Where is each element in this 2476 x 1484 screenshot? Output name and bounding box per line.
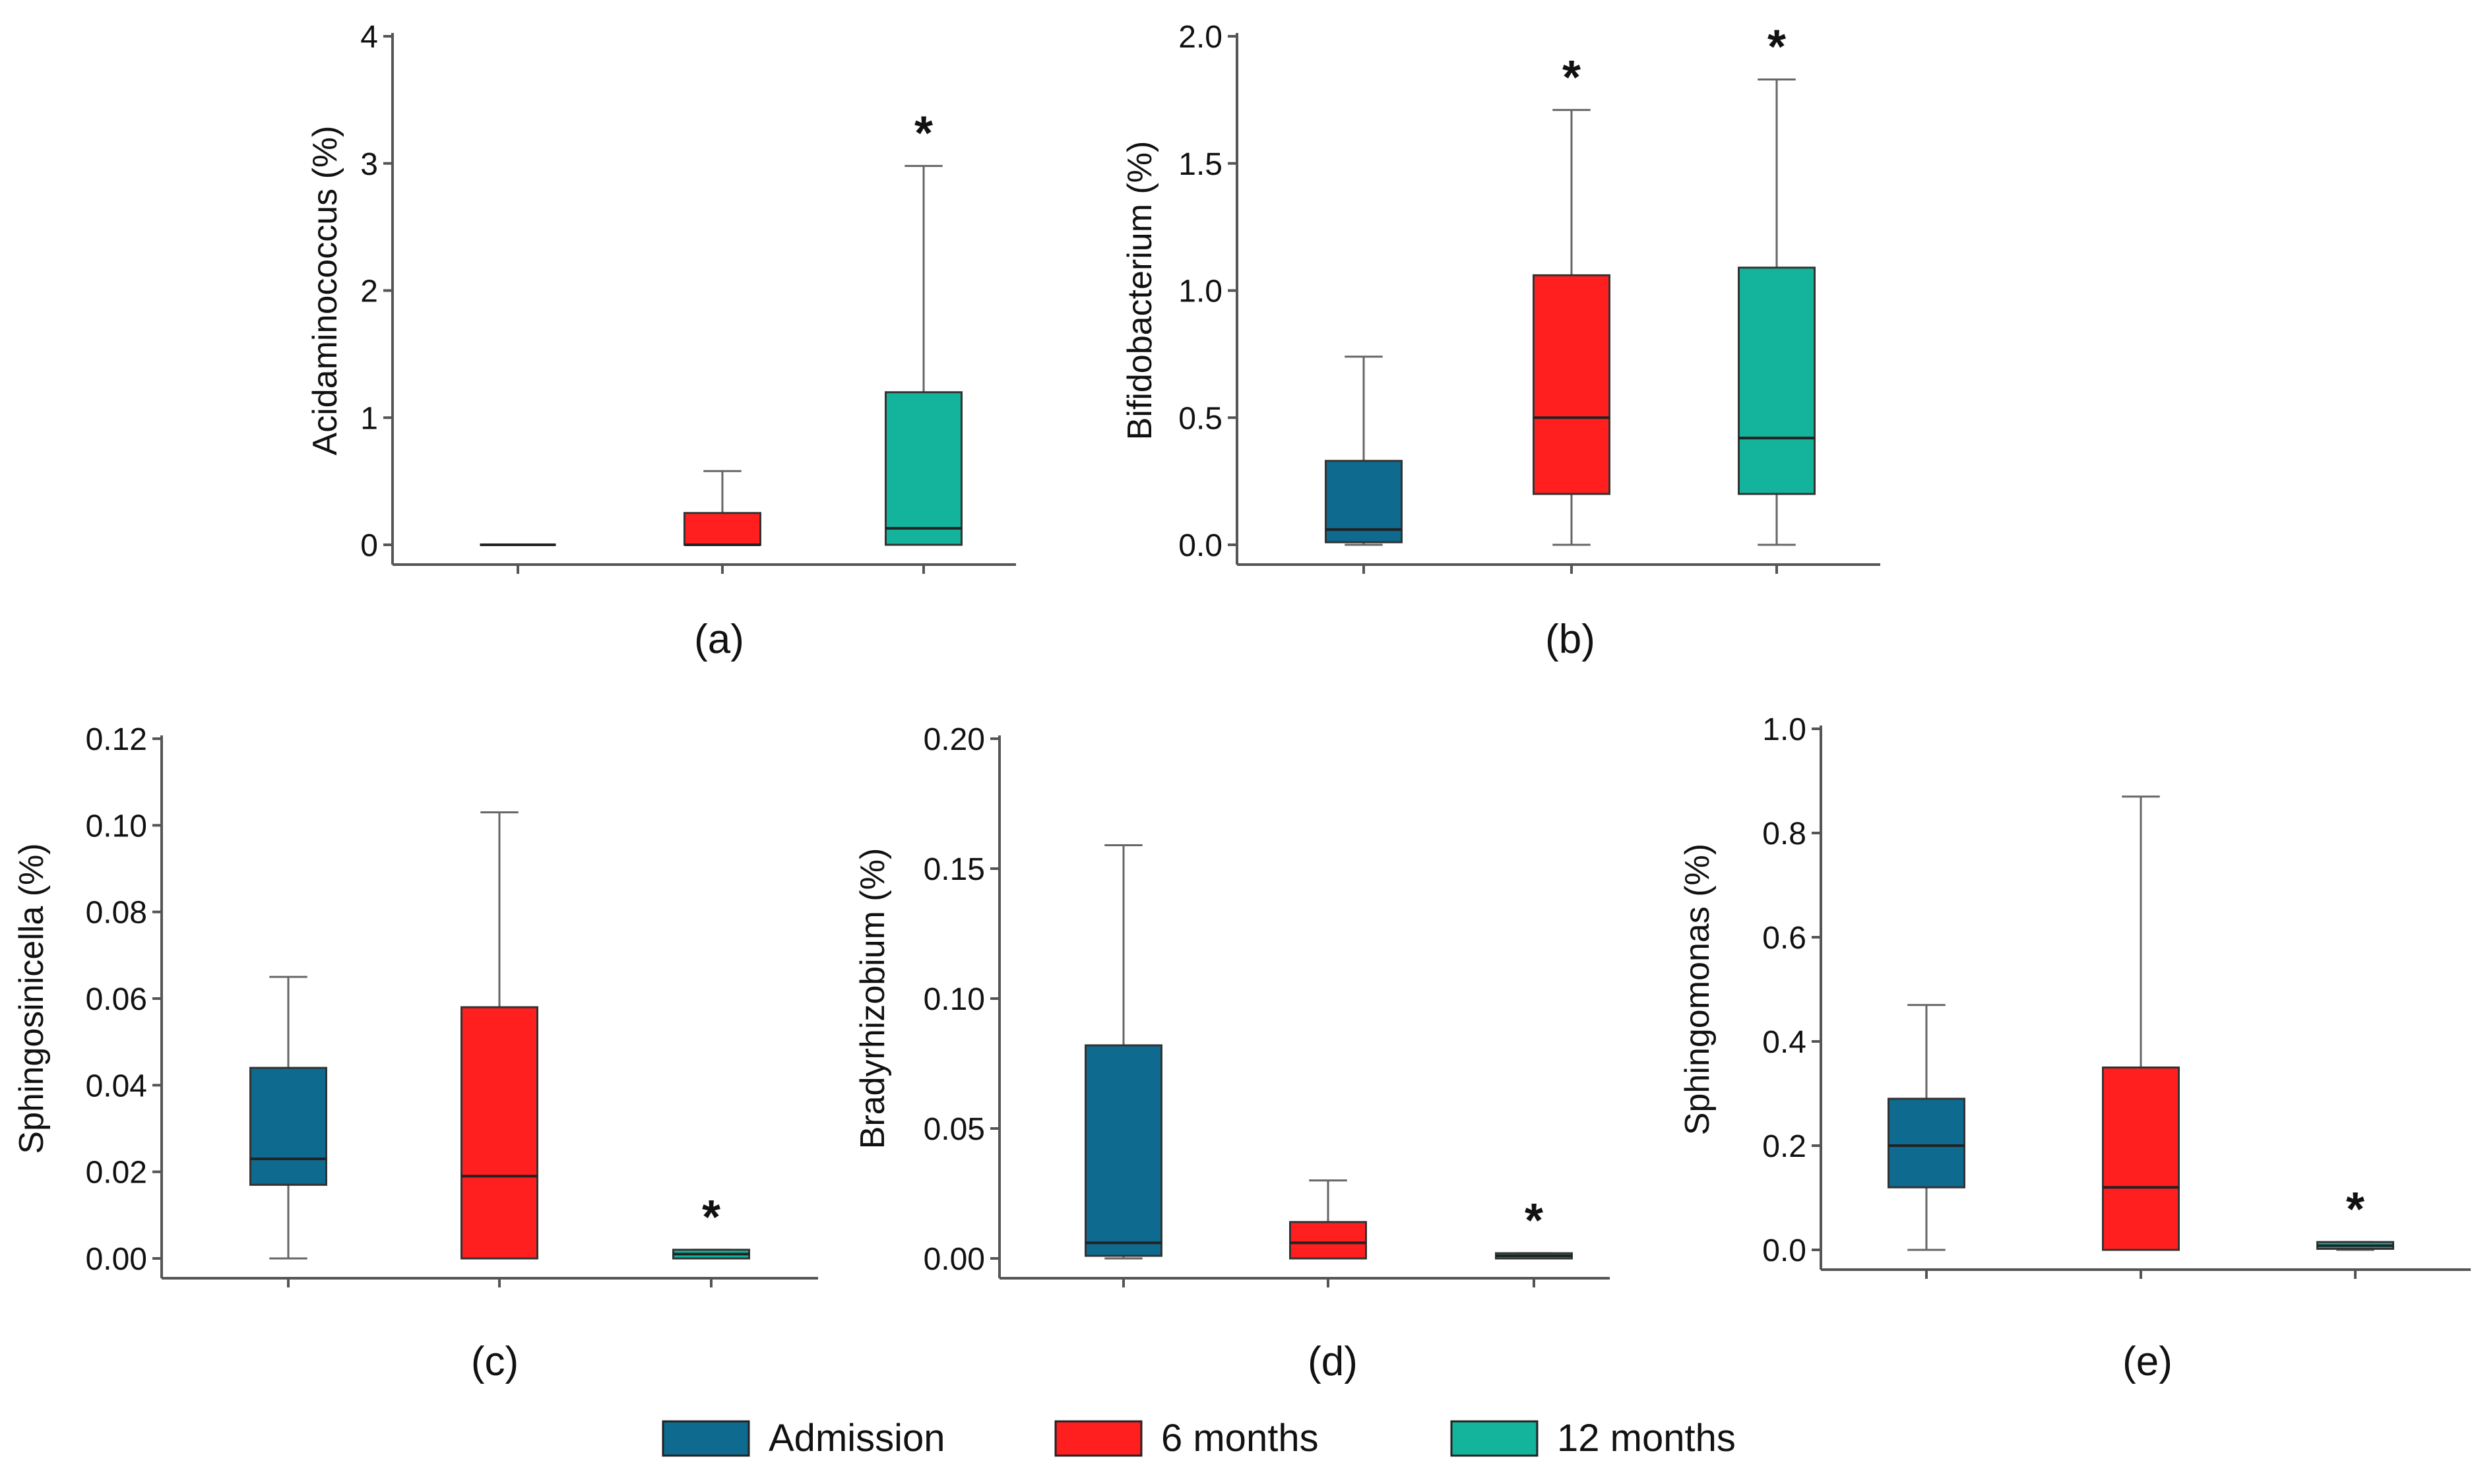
box-12-months: * [2316,1183,2394,1251]
y-tick-label: 0.04 [86,1068,147,1103]
panel-label: (a) [694,617,744,662]
y-tick-label: 0.10 [86,809,147,844]
box-12-months: * [1495,1194,1573,1260]
y-tick-label: 0.4 [1762,1025,1806,1060]
y-tick-label: 1.0 [1178,274,1222,309]
y-tick-label: 0.2 [1762,1129,1806,1164]
significance-marker: * [1767,21,1786,74]
chart-panel-2: 0.00 0.02 0.04 0.06 0.08 0.10 0.12 Sphingosinic… [13,722,818,1384]
box-admission [249,975,327,1260]
y-tick-label: 0.00 [86,1242,147,1277]
chart-panel-4: 0.0 0.2 0.4 0.6 0.8 1.0 Sphingomonas (%) (e) * [1678,712,2471,1384]
legend-swatch-12-months [1450,1420,1539,1457]
box-12-months: * [1738,21,1816,546]
box-iqr [1533,274,1610,495]
box-iqr [1738,266,1816,495]
y-axis-title: Bifidobacterium (%) [1121,141,1159,441]
panel-label: (d) [1308,1339,1358,1384]
box-iqr [249,1067,327,1186]
y-tick-label: 0.0 [1762,1233,1806,1268]
box-iqr [1085,1044,1162,1257]
y-tick-label: 1.5 [1178,147,1222,182]
y-tick-label: 0.00 [924,1242,985,1277]
y-tick-label: 0.15 [924,852,985,887]
y-axis-title: Sphingosinicella (%) [13,843,51,1154]
y-tick-label: 1.0 [1762,712,1806,747]
chart-panel-3: 0.00 0.05 0.10 0.15 0.20 Bradyrhizobium (%) (d… [854,722,1610,1384]
y-tick-label: 0.20 [924,722,985,757]
significance-marker: * [914,108,933,160]
significance-marker: * [702,1191,720,1244]
box-6-months [1289,1179,1367,1260]
legend-label-6-months: 6 months [1161,1417,1319,1460]
box-admission [1888,1004,1965,1251]
y-tick-label: 0.6 [1762,921,1806,956]
box-iqr [683,512,761,546]
box-12-months: * [885,108,963,546]
y-tick-label: 0.12 [86,722,147,757]
significance-marker: * [1525,1194,1543,1247]
box-iqr [885,391,963,546]
box-iqr [1888,1098,1965,1189]
box-admission [1085,844,1162,1260]
y-tick-label: 2.0 [1178,20,1222,55]
significance-marker: * [1562,51,1581,104]
y-tick-label: 0.08 [86,896,147,931]
box-iqr [460,1006,538,1260]
y-tick-label: 0.10 [924,982,985,1017]
legend-label-admission: Admission [769,1417,945,1460]
y-axis-title: Bradyrhizobium (%) [854,848,892,1150]
y-tick-label: 1 [360,401,378,436]
y-tick-label: 0.5 [1178,401,1222,436]
legend: Admission 6 months 12 months [662,1417,1736,1460]
box-iqr [2102,1067,2180,1251]
y-axis-title: Acidaminococcus (%) [306,126,344,456]
panel-label: (e) [2122,1339,2173,1384]
y-tick-label: 0 [360,528,378,563]
chart-panel-0: 0 1 2 3 4 Acidaminococcus (%) (a) * [306,20,1016,662]
box-6-months [460,811,538,1260]
legend-label-12-months: 12 months [1557,1417,1736,1460]
box-6-months [683,470,761,546]
panel-label: (b) [1545,617,1595,662]
box-admission [1325,356,1403,546]
y-tick-label: 0.8 [1762,817,1806,851]
y-tick-label: 0.05 [924,1112,985,1147]
y-tick-label: 0.06 [86,982,147,1017]
y-axis-title: Sphingomonas (%) [1678,844,1717,1135]
box-iqr [1289,1221,1367,1260]
y-tick-label: 0.02 [86,1156,147,1190]
box-6-months: * [1533,51,1610,546]
legend-swatch-admission [662,1420,750,1457]
panel-label: (c) [471,1339,519,1384]
y-tick-label: 4 [360,20,378,55]
y-tick-label: 0.0 [1178,528,1222,563]
box-12-months: * [672,1191,750,1260]
box-6-months [2102,795,2180,1251]
legend-swatch-6-months [1054,1420,1143,1457]
chart-panel-1: 0.0 0.5 1.0 1.5 2.0 Bifidobacterium (%) (b) * * [1121,20,1880,662]
significance-marker: * [2346,1183,2365,1236]
y-tick-label: 2 [360,274,378,309]
y-tick-label: 3 [360,147,378,182]
